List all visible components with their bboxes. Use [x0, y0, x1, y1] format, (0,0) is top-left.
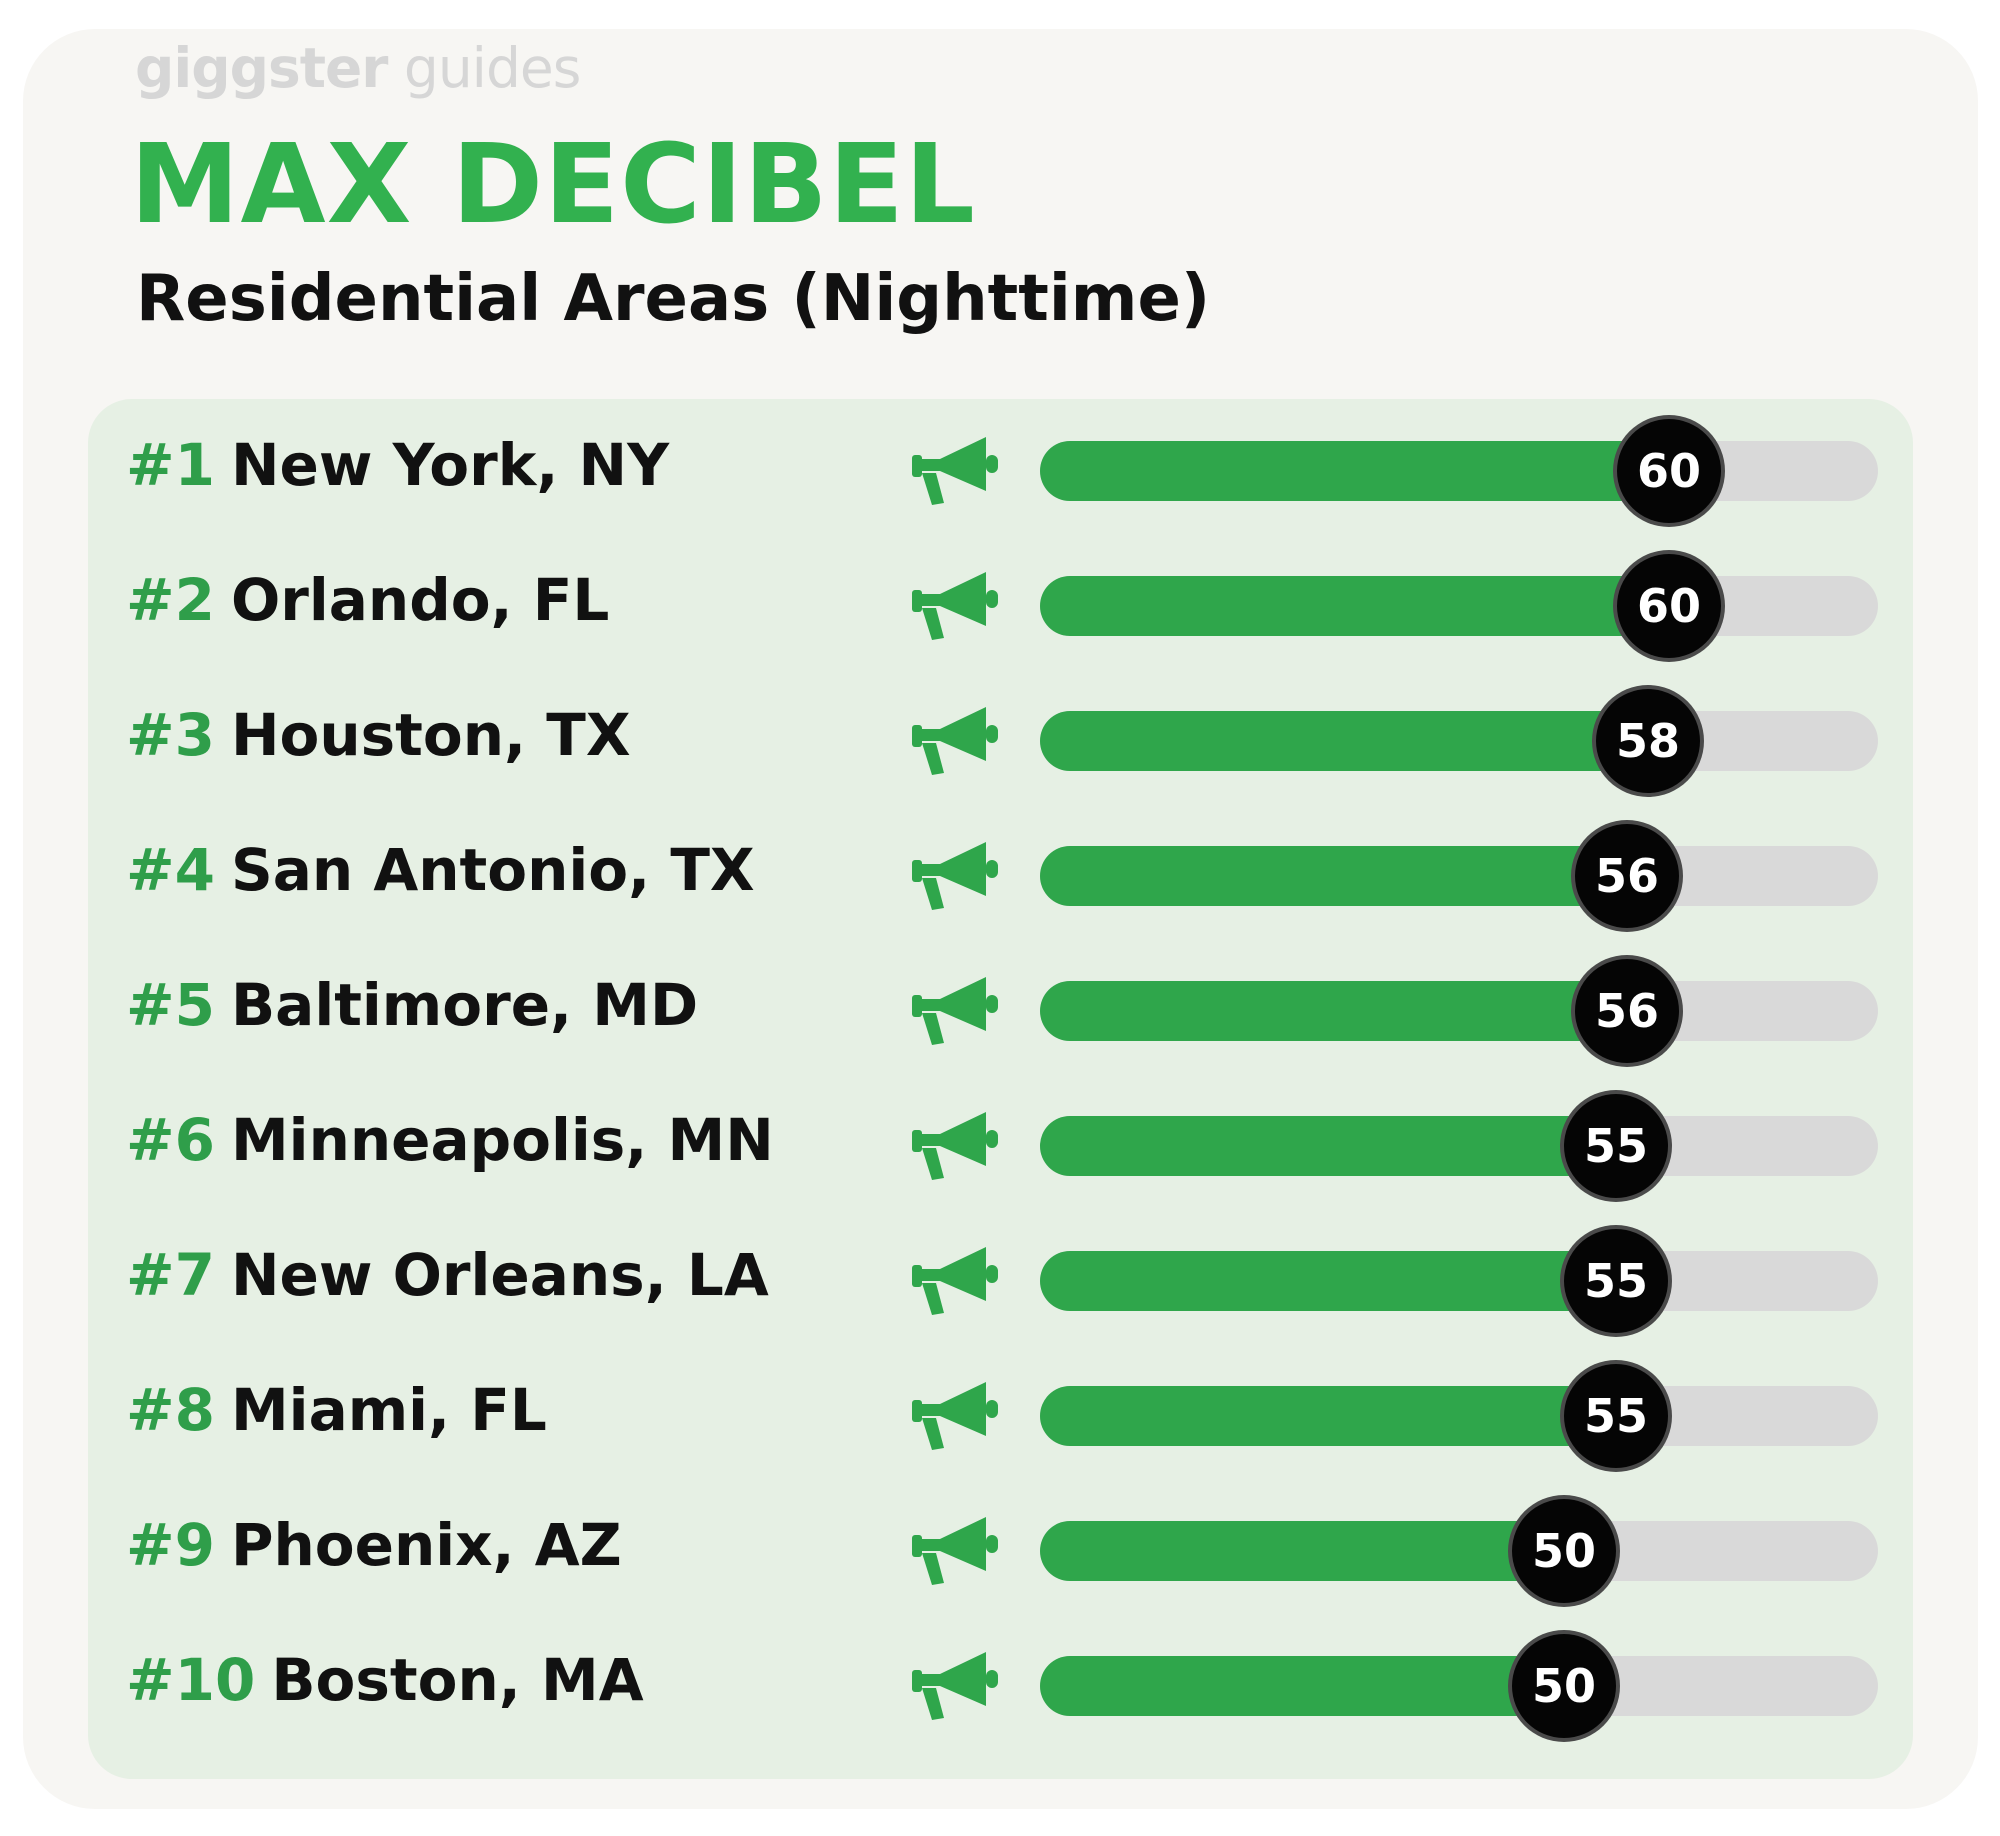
city-name: New Orleans, LA	[230, 1241, 769, 1309]
brand-logo-part2: guides	[387, 36, 581, 100]
chart-row: #6 Minneapolis, MN 55	[88, 1076, 1913, 1211]
infographic-card: giggster guides MAX DECIBEL Residential …	[23, 29, 1978, 1809]
bar-track: 56	[1040, 824, 1878, 928]
bar-track: 55	[1040, 1364, 1878, 1468]
bar-fill	[1040, 1521, 1564, 1581]
chart-row: #2 Orlando, FL 60	[88, 536, 1913, 671]
megaphone-icon	[906, 1646, 1002, 1726]
rank-number: #7	[126, 1241, 215, 1309]
chart-row: #5 Baltimore, MD 56	[88, 941, 1913, 1076]
rank-number: #5	[126, 971, 215, 1039]
city-name: New York, NY	[230, 431, 670, 499]
bar-fill	[1040, 846, 1627, 906]
brand-logo: giggster guides	[135, 41, 581, 96]
city-label: #10 Boston, MA	[126, 1651, 644, 1709]
value-badge: 50	[1512, 1499, 1616, 1603]
value-badge: 50	[1512, 1634, 1616, 1738]
bar-track: 56	[1040, 959, 1878, 1063]
city-name: Boston, MA	[271, 1646, 644, 1714]
city-name: Orlando, FL	[230, 566, 610, 634]
chart-row: #3 Houston, TX 58	[88, 671, 1913, 806]
bar-fill	[1040, 1656, 1564, 1716]
megaphone-icon	[906, 971, 1002, 1051]
city-name: Baltimore, MD	[230, 971, 699, 1039]
chart-title: MAX DECIBEL	[130, 120, 976, 248]
rank-number: #2	[126, 566, 215, 634]
rank-number: #6	[126, 1106, 215, 1174]
chart-row: #1 New York, NY 60	[88, 401, 1913, 536]
bar-fill	[1040, 1116, 1616, 1176]
city-label: #1 New York, NY	[126, 436, 669, 494]
value-badge: 55	[1564, 1364, 1668, 1468]
rank-number: #8	[126, 1376, 215, 1444]
bar-fill	[1040, 576, 1669, 636]
city-name: Miami, FL	[230, 1376, 547, 1444]
city-label: #4 San Antonio, TX	[126, 841, 755, 899]
city-name: San Antonio, TX	[230, 836, 755, 904]
megaphone-icon	[906, 1241, 1002, 1321]
bar-track: 55	[1040, 1229, 1878, 1333]
value-badge: 58	[1596, 689, 1700, 793]
value-badge: 56	[1575, 824, 1679, 928]
bar-track: 55	[1040, 1094, 1878, 1198]
chart-row: #4 San Antonio, TX 56	[88, 806, 1913, 941]
city-label: #8 Miami, FL	[126, 1381, 547, 1439]
rank-number: #9	[126, 1511, 215, 1579]
chart-row: #7 New Orleans, LA 55	[88, 1211, 1913, 1346]
megaphone-icon	[906, 1511, 1002, 1591]
bar-track: 60	[1040, 419, 1878, 523]
city-label: #9 Phoenix, AZ	[126, 1516, 622, 1574]
megaphone-icon	[906, 701, 1002, 781]
city-label: #6 Minneapolis, MN	[126, 1111, 774, 1169]
megaphone-icon	[906, 836, 1002, 916]
rank-number: #10	[126, 1646, 256, 1714]
chart-row: #10 Boston, MA 50	[88, 1616, 1913, 1751]
value-badge: 55	[1564, 1229, 1668, 1333]
bar-fill	[1040, 981, 1627, 1041]
bar-fill	[1040, 1386, 1616, 1446]
bar-track: 60	[1040, 554, 1878, 658]
chart-panel: #1 New York, NY 60 #2 Orlando, FL 60 #3 Houston…	[88, 399, 1913, 1779]
megaphone-icon	[906, 566, 1002, 646]
city-name: Houston, TX	[230, 701, 631, 769]
value-badge: 56	[1575, 959, 1679, 1063]
bar-track: 50	[1040, 1499, 1878, 1603]
city-label: #2 Orlando, FL	[126, 571, 609, 629]
megaphone-icon	[906, 1376, 1002, 1456]
city-label: #3 Houston, TX	[126, 706, 631, 764]
bar-track: 58	[1040, 689, 1878, 793]
value-badge: 60	[1617, 419, 1721, 523]
value-badge: 55	[1564, 1094, 1668, 1198]
rank-number: #1	[126, 431, 215, 499]
bar-fill	[1040, 441, 1669, 501]
city-name: Minneapolis, MN	[230, 1106, 774, 1174]
megaphone-icon	[906, 431, 1002, 511]
bar-track: 50	[1040, 1634, 1878, 1738]
value-badge: 60	[1617, 554, 1721, 658]
city-label: #7 New Orleans, LA	[126, 1246, 769, 1304]
rank-number: #3	[126, 701, 215, 769]
brand-logo-part1: giggster	[135, 36, 388, 100]
city-label: #5 Baltimore, MD	[126, 976, 698, 1034]
chart-row: #9 Phoenix, AZ 50	[88, 1481, 1913, 1616]
megaphone-icon	[906, 1106, 1002, 1186]
rank-number: #4	[126, 836, 215, 904]
chart-subtitle: Residential Areas (Nighttime)	[136, 262, 1211, 336]
chart-row: #8 Miami, FL 55	[88, 1346, 1913, 1481]
bar-fill	[1040, 1251, 1616, 1311]
city-name: Phoenix, AZ	[230, 1511, 622, 1579]
bar-fill	[1040, 711, 1648, 771]
